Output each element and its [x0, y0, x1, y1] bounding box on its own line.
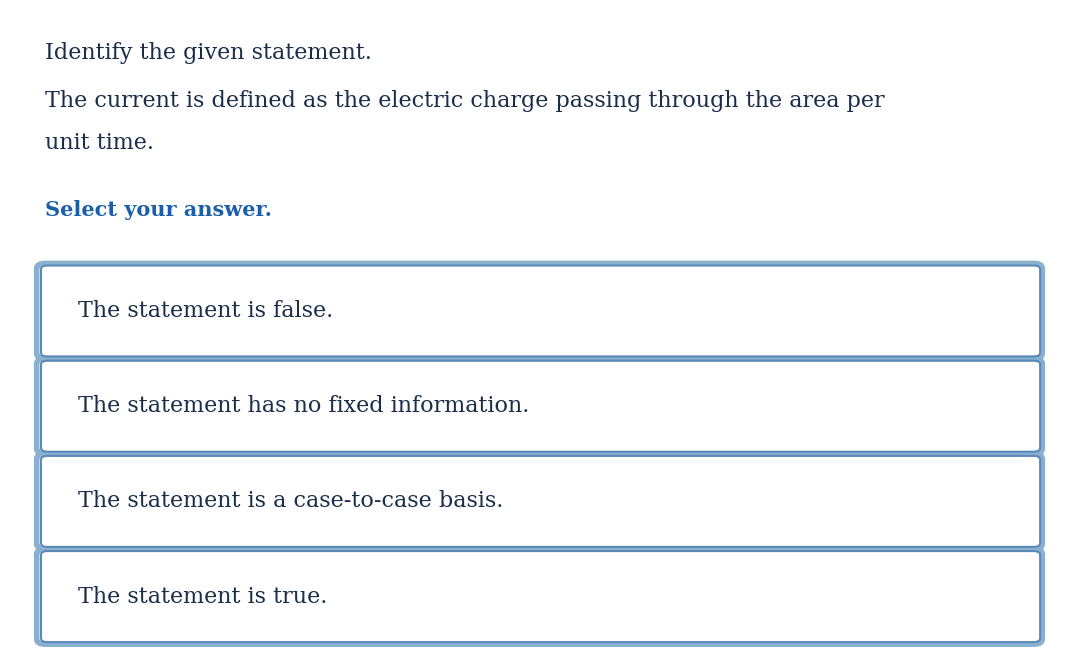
Text: The statement is a case-to-case basis.: The statement is a case-to-case basis.	[78, 490, 503, 512]
FancyBboxPatch shape	[37, 549, 1042, 644]
Text: The statement is false.: The statement is false.	[78, 300, 333, 322]
Text: The current is defined as the electric charge passing through the area per: The current is defined as the electric c…	[45, 90, 885, 112]
FancyBboxPatch shape	[37, 359, 1042, 454]
FancyBboxPatch shape	[37, 454, 1042, 549]
Text: Select your answer.: Select your answer.	[45, 200, 272, 220]
Text: Identify the given statement.: Identify the given statement.	[45, 42, 372, 65]
Text: unit time.: unit time.	[45, 132, 154, 155]
Text: The statement is true.: The statement is true.	[78, 585, 327, 608]
FancyBboxPatch shape	[37, 263, 1042, 359]
Text: The statement has no fixed information.: The statement has no fixed information.	[78, 395, 529, 417]
